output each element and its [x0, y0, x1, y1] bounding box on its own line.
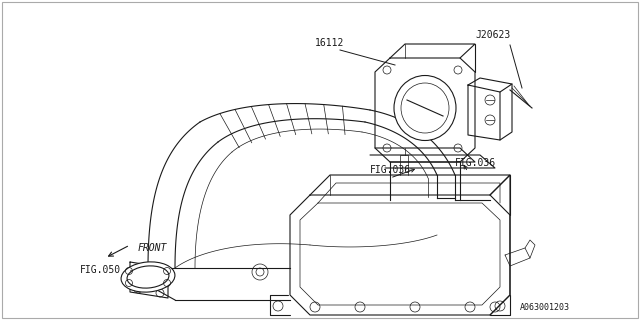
- Text: 16112: 16112: [316, 38, 345, 48]
- Text: FRONT: FRONT: [138, 243, 168, 253]
- Text: FIG.050: FIG.050: [80, 265, 121, 275]
- Text: FIG.036: FIG.036: [370, 165, 411, 175]
- Text: J20623: J20623: [475, 30, 510, 40]
- Ellipse shape: [121, 262, 175, 292]
- Text: A063001203: A063001203: [520, 303, 570, 313]
- Ellipse shape: [394, 76, 456, 140]
- Ellipse shape: [127, 266, 169, 288]
- Text: FIG.036: FIG.036: [455, 158, 496, 168]
